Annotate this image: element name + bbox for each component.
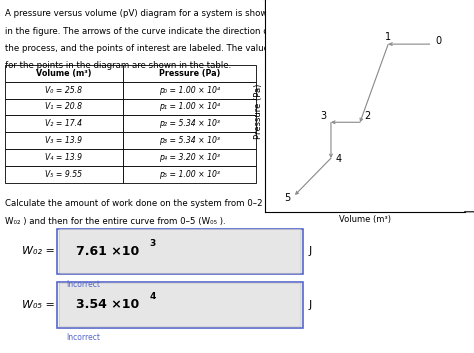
Text: for the points in the diagram are shown in the table.: for the points in the diagram are shown … [5,61,231,70]
Bar [5,132,123,149]
Text: p₄ = 3.20 × 10³: p₄ = 3.20 × 10³ [159,153,220,162]
X-axis label: Volume (m³): Volume (m³) [339,215,391,223]
Text: W₀₅ =: W₀₅ = [22,300,55,310]
Text: in the figure. The arrows of the curve indicate the direction of: in the figure. The arrows of the curve i… [5,26,271,36]
Text: W₀₂ =: W₀₂ = [22,246,55,256]
Text: 3.54 ×10: 3.54 ×10 [76,299,139,311]
Text: Incorrect: Incorrect [66,280,100,288]
Text: V₂ = 17.4: V₂ = 17.4 [46,119,82,128]
Bar [123,115,256,132]
Text: 1: 1 [385,32,392,42]
Text: J: J [308,300,311,310]
Text: p₂ = 5.34 × 10³: p₂ = 5.34 × 10³ [159,119,220,128]
Bar [5,149,123,166]
Text: 5: 5 [284,193,290,203]
Text: V₅ = 9.55: V₅ = 9.55 [46,170,82,179]
Text: Pressure (Pa): Pressure (Pa) [159,69,220,78]
Text: J: J [308,246,311,256]
Text: V₁ = 20.8: V₁ = 20.8 [46,102,82,112]
Text: V₀ = 25.8: V₀ = 25.8 [46,86,82,95]
FancyBboxPatch shape [57,282,303,328]
Text: the process, and the points of interest are labeled. The values: the process, and the points of interest … [5,44,273,53]
Bar [123,149,256,166]
Bar [5,98,123,115]
Text: W₀₂ ) and then for the entire curve from 0–5 (W₀₅ ).: W₀₂ ) and then for the entire curve from… [5,217,225,226]
Bar [123,166,256,183]
Bar [123,98,256,115]
FancyBboxPatch shape [59,283,301,327]
Bar [123,65,256,82]
Text: p₅ = 1.00 × 10³: p₅ = 1.00 × 10³ [159,170,220,179]
Bar [5,82,123,98]
Bar [5,115,123,132]
FancyBboxPatch shape [59,229,301,273]
Text: Calculate the amount of work done on the system from 0–2 (: Calculate the amount of work done on the… [5,199,268,208]
Text: 4: 4 [335,154,341,164]
Bar [123,82,256,98]
Bar [123,132,256,149]
Text: 4: 4 [149,292,155,301]
Text: V₄ = 13.9: V₄ = 13.9 [46,153,82,162]
Text: 3: 3 [320,112,326,121]
Text: 7.61 ×10: 7.61 ×10 [76,245,139,258]
Text: A pressure versus volume (pV) diagram for a system is shown: A pressure versus volume (pV) diagram fo… [5,9,273,18]
Text: p₃ = 5.34 × 10³: p₃ = 5.34 × 10³ [159,136,220,145]
Text: Volume (m³): Volume (m³) [36,69,91,78]
Text: Incorrect: Incorrect [66,333,100,342]
Bar [5,166,123,183]
FancyBboxPatch shape [57,229,303,274]
Text: 3: 3 [149,239,155,248]
Text: 0: 0 [435,36,441,46]
Text: p₁ = 1.00 × 10⁴: p₁ = 1.00 × 10⁴ [159,102,220,112]
Text: V₃ = 13.9: V₃ = 13.9 [46,136,82,145]
Text: p₀ = 1.00 × 10⁴: p₀ = 1.00 × 10⁴ [159,86,220,95]
Y-axis label: Pressure (Pa): Pressure (Pa) [254,84,263,139]
Text: 2: 2 [364,112,370,121]
Bar [5,65,123,82]
